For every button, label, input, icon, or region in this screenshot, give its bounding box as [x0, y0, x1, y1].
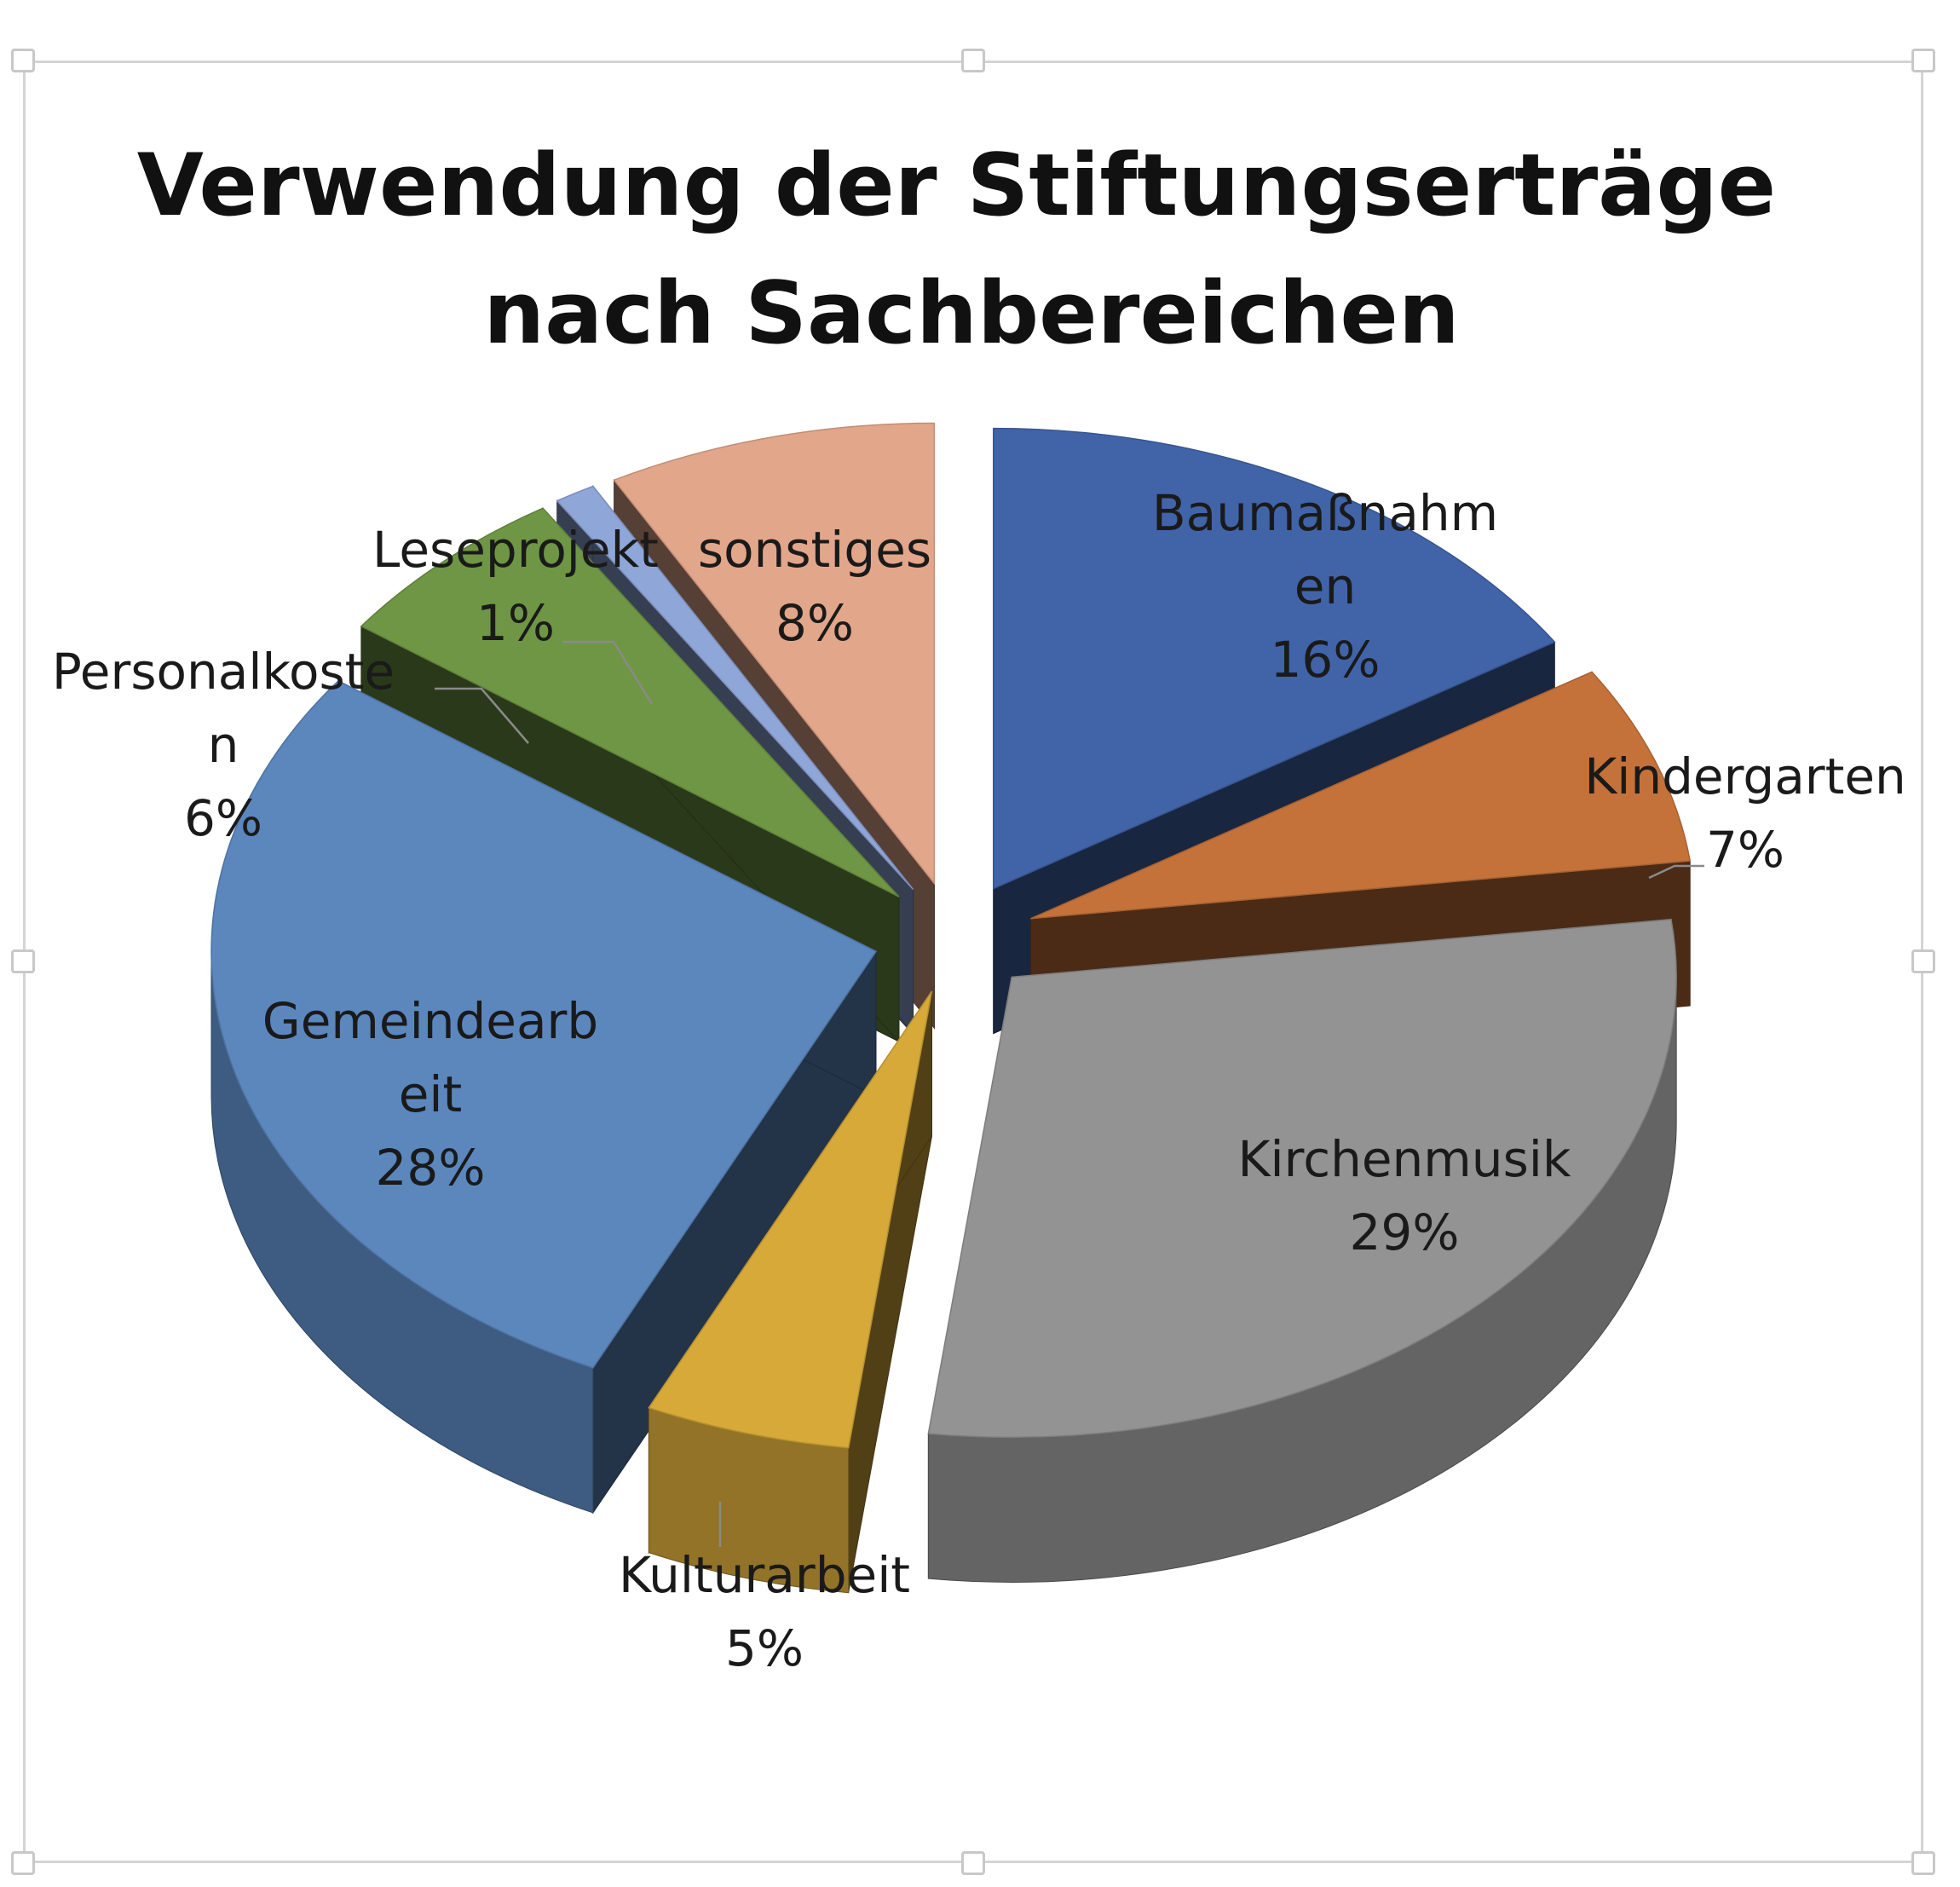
resize-handle-top-right[interactable] [1911, 49, 1935, 72]
data-label-leseprojekt: Leseprojekt 1% [372, 521, 659, 652]
data-label-leseprojekt-line-2: 1% [476, 594, 555, 652]
data-label-leseprojekt-line-1: Leseprojekt [372, 521, 659, 579]
slice-kirchenmusik[interactable] [927, 918, 1677, 1583]
leader-lines [435, 640, 1704, 1547]
data-label-kirchenmusik-line-2: 29% [1350, 1203, 1460, 1261]
data-label-kulturarbeit-line-1: Kulturarbeit [619, 1546, 910, 1604]
resize-handle-middle-left[interactable] [11, 949, 35, 973]
leader-line-leseprojekt [562, 640, 654, 705]
slice-personalkosten-top [360, 507, 900, 897]
resize-handle-bottom-center[interactable] [961, 1851, 985, 1875]
data-label-gemeindearbeit: Gemeindearb eit 28% [262, 992, 598, 1197]
data-label-personalkosten-line-1: Personalkoste [52, 643, 395, 701]
resize-handle-bottom-right[interactable] [1911, 1851, 1935, 1875]
data-label-personalkosten: Personalkoste n 6% [52, 643, 395, 847]
chart-title-line-2: nach Sachbereichen [483, 263, 1460, 363]
data-label-sonstiges-line-2: 8% [775, 594, 854, 652]
chart-title: Verwendung der Stiftungserträge nach Sac… [137, 135, 1807, 363]
data-label-sonstiges-line-1: sonstiges [698, 521, 931, 579]
resize-handle-top-left[interactable] [11, 49, 35, 72]
chart-title-line-1: Verwendung der Stiftungserträge [137, 135, 1776, 235]
data-label-kirchenmusik: Kirchenmusik 29% [1238, 1130, 1571, 1261]
slice-gemeindearbeit[interactable] [210, 679, 878, 1515]
data-label-baumassnahmen-line-2: en [1294, 557, 1356, 615]
resize-handle-middle-right[interactable] [1911, 949, 1935, 973]
data-label-gemeindearbeit-line-3: 28% [376, 1139, 486, 1197]
pie-slices [210, 422, 1692, 1594]
data-label-baumassnahmen-line-1: Baumaßnahm [1152, 484, 1498, 542]
data-labels: Baumaßnahm en 16% Kindergarten 7% Kirchenmusi… [52, 484, 1906, 1677]
resize-handle-top-center[interactable] [961, 49, 985, 72]
data-label-personalkosten-line-2: n [208, 716, 239, 774]
slice-gemeindearbeit-top [210, 679, 878, 1369]
slice-kirchenmusik-top [927, 918, 1677, 1439]
resize-handle-bottom-left[interactable] [11, 1851, 35, 1875]
slice-kulturarbeit[interactable] [648, 990, 933, 1594]
slice-sonstiges-top [613, 422, 936, 886]
data-label-gemeindearbeit-line-2: eit [399, 1065, 463, 1123]
data-label-personalkosten-line-3: 6% [184, 789, 262, 847]
slice-leseprojekt-top [556, 485, 914, 891]
slice-kindergarten-top [1030, 671, 1692, 920]
data-label-gemeindearbeit-line-1: Gemeindearb [262, 992, 598, 1050]
data-label-kulturarbeit-line-2: 5% [725, 1619, 804, 1677]
data-label-kindergarten-line-1: Kindergarten [1584, 747, 1906, 805]
data-label-kirchenmusik-line-1: Kirchenmusik [1238, 1130, 1571, 1188]
leader-line-personalkosten [435, 687, 529, 744]
slice-baumassnahmen-top [993, 427, 1556, 890]
data-label-kindergarten: Kindergarten 7% [1584, 747, 1906, 879]
data-label-sonstiges: sonstiges 8% [698, 521, 931, 652]
slice-kulturarbeit-top [648, 990, 933, 1449]
data-label-kulturarbeit: Kulturarbeit 5% [619, 1546, 910, 1677]
leader-line-kindergarten [1648, 864, 1704, 880]
data-label-kindergarten-line-2: 7% [1706, 821, 1784, 879]
data-label-baumassnahmen: Baumaßnahm en 16% [1152, 484, 1498, 689]
data-label-baumassnahmen-line-3: 16% [1271, 631, 1381, 689]
